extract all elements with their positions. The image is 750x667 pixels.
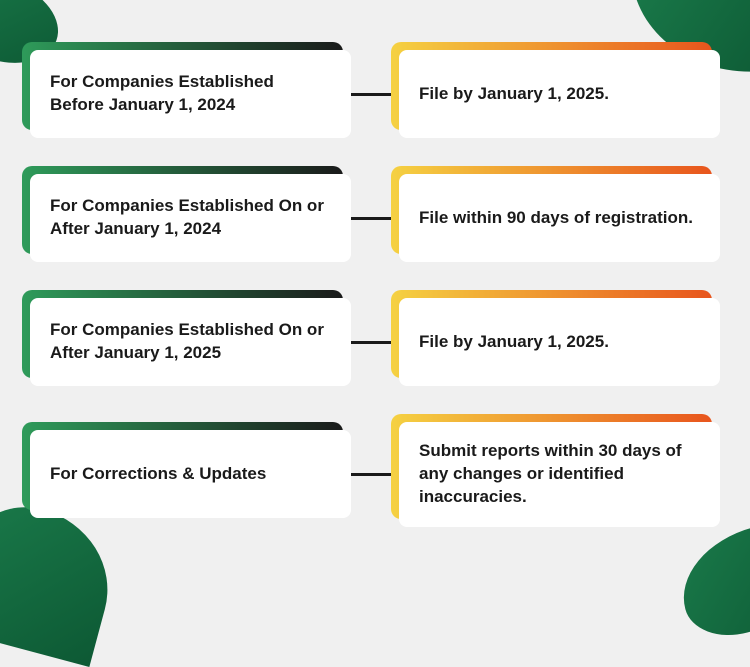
action-text: Submit reports within 30 days of any cha… [399,422,720,527]
action-text: File within 90 days of registration. [399,174,720,262]
action-text: File by January 1, 2025. [399,50,720,138]
condition-text: For Companies Established On or After Ja… [30,298,351,386]
row: For Corrections & Updates Submit reports… [30,422,720,527]
condition-text: For Corrections & Updates [30,430,351,518]
condition-card: For Corrections & Updates [30,430,351,518]
action-card: File within 90 days of registration. [399,174,720,262]
action-card: Submit reports within 30 days of any cha… [399,422,720,527]
condition-text: For Companies Established On or After Ja… [30,174,351,262]
row: For Companies Established On or After Ja… [30,174,720,262]
action-text: File by January 1, 2025. [399,298,720,386]
condition-card: For Companies Established On or After Ja… [30,174,351,262]
row: For Companies Established Before January… [30,50,720,138]
condition-text: For Companies Established Before January… [30,50,351,138]
action-card: File by January 1, 2025. [399,50,720,138]
row: For Companies Established On or After Ja… [30,298,720,386]
condition-card: For Companies Established On or After Ja… [30,298,351,386]
rows-container: For Companies Established Before January… [0,0,750,557]
action-card: File by January 1, 2025. [399,298,720,386]
condition-card: For Companies Established Before January… [30,50,351,138]
